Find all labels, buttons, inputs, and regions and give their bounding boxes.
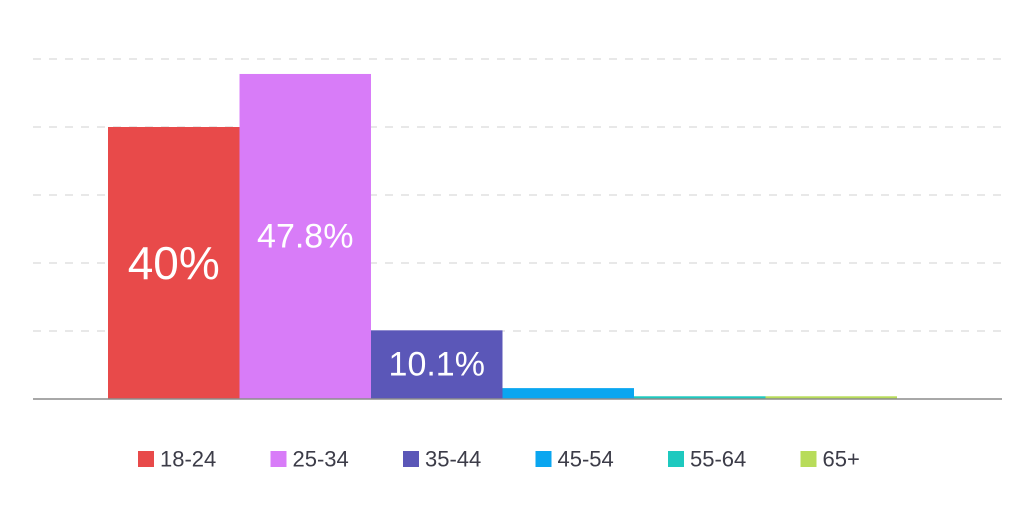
legend-swatch — [668, 451, 684, 467]
legend-swatch — [270, 451, 287, 467]
bar-55-64[interactable] — [634, 396, 766, 399]
legend-label: 45-54 — [558, 447, 614, 472]
bar-35-44[interactable] — [371, 330, 503, 399]
legend-label: 25-34 — [293, 447, 349, 472]
bars — [108, 73, 898, 400]
legend-item-45-54[interactable]: 45-54 — [535, 447, 614, 472]
legend-item-65+[interactable]: 65+ — [800, 447, 860, 472]
legend-item-55-64[interactable]: 55-64 — [668, 447, 746, 472]
legend-swatch — [800, 451, 817, 467]
legend: 18-24 25-34 35-44 45-54 55-64 65+ — [138, 447, 860, 472]
legend-swatch — [403, 451, 419, 467]
data-label-25-34: 47.8% — [257, 217, 353, 255]
legend-swatch — [535, 451, 552, 467]
legend-label: 18-24 — [160, 447, 216, 472]
legend-label: 35-44 — [425, 447, 481, 472]
legend-item-25-34[interactable]: 25-34 — [270, 447, 349, 472]
bar-65+[interactable] — [765, 396, 898, 399]
bar-45-54[interactable] — [502, 388, 635, 399]
legend-swatch — [138, 451, 154, 467]
legend-label: 65+ — [823, 447, 860, 472]
legend-item-18-24[interactable]: 18-24 — [138, 447, 216, 472]
legend-item-35-44[interactable]: 35-44 — [403, 447, 481, 472]
legend-label: 55-64 — [690, 447, 746, 472]
bar-18-24[interactable] — [108, 127, 240, 399]
data-label-18-24: 40% — [128, 237, 220, 289]
data-labels: 40% 47.8% 10.1% — [128, 217, 485, 383]
bar-25-34[interactable] — [239, 73, 372, 400]
data-label-35-44: 10.1% — [389, 346, 485, 384]
